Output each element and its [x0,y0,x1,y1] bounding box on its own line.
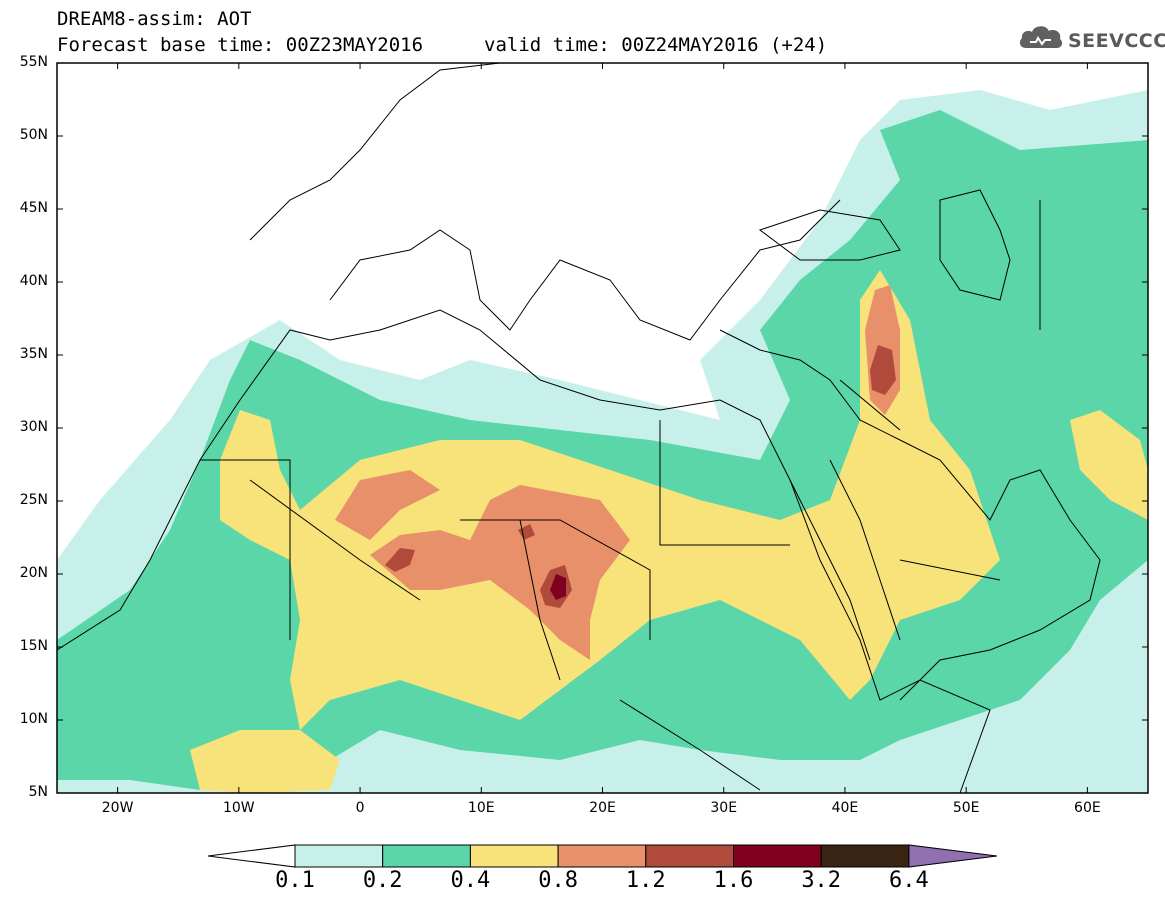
lon-tick-label: 10W [222,800,255,816]
lat-tick-label: 30N [19,419,48,435]
lon-tick-label: 30E [710,800,738,816]
lat-tick-label: 10N [19,711,48,727]
forecast-base-time: Forecast base time: 00Z23MAY2016 [57,34,424,56]
lon-tick-label: 0 [355,800,365,816]
logo-text: SEEVCCC [1068,30,1165,52]
black-sea-coastline [758,209,901,261]
colorbar-swatch [645,844,734,868]
aot-contour-0.4 [190,730,340,793]
colorbar-label: 1.2 [625,868,666,893]
country-borders [200,200,1041,791]
colorbar-label: 1.6 [713,868,754,893]
colorbar [207,844,997,868]
aot-contour-0.8 [335,470,440,540]
colorbar-label: 0.4 [450,868,491,893]
africa-coastline [57,309,991,793]
lat-tick-label: 20N [19,565,48,581]
lon-tick-label: 20E [589,800,616,816]
aot-contour-1.6 [550,574,566,600]
axis-ticks [57,62,1148,794]
aot-contour-0.4 [220,270,1000,730]
lat-tick-label: 50N [19,127,48,143]
colorbar-swatch [557,844,647,868]
red-sea-coastline [789,459,901,661]
lat-tick-label: 45N [19,200,48,216]
cloud-icon [1019,26,1063,48]
aot-field [57,90,1148,793]
lon-tick-label: 40E [831,800,859,816]
colorbar-over-triangle [908,844,997,868]
lat-tick-label: 55N [19,54,48,70]
colorbar-swatch [733,844,822,868]
colorbar-under-triangle [207,844,296,868]
map-title: DREAM8-assim: AOT [57,8,252,30]
lat-tick-label: 40N [19,273,48,289]
aot-contour-1.2 [385,548,415,572]
caspian-coastline [939,189,1011,301]
lat-tick-label: 35N [19,346,48,362]
aot-contour-0.4 [1070,410,1148,520]
colorbar-label: 6.4 [889,868,929,893]
lat-tick-label: 15N [19,638,48,654]
lon-tick-label: 50E [952,800,980,816]
coastlines [57,63,1101,793]
lon-tick-label: 10E [467,800,495,816]
aot-contour-0.2 [57,110,1148,790]
europe-coastline [249,63,841,341]
colorbar-label: 3.2 [801,868,842,893]
lat-tick-label: 25N [19,492,48,508]
middle-east-coastline [719,329,1101,701]
colorbar-swatch [469,844,559,868]
lat-tick-label: 5N [28,784,48,800]
colorbar-label: 0.1 [275,868,315,893]
valid-time: valid time: 00Z24MAY2016 (+24) [484,34,828,56]
colorbar-label: 0.8 [538,868,578,893]
aot-contour-0.8 [370,485,630,660]
aot-contour-1.2 [870,345,896,395]
aot-contour-1.2 [518,524,535,540]
seevccc-logo: SEEVCCC [1018,22,1165,56]
colorbar-label: 0.2 [362,868,403,893]
colorbar-swatch [382,844,471,868]
lon-tick-label: 60E [1074,800,1101,816]
lon-tick-label: 20W [101,800,134,816]
colorbar-swatch [820,844,910,868]
colorbar-swatch [294,844,384,868]
